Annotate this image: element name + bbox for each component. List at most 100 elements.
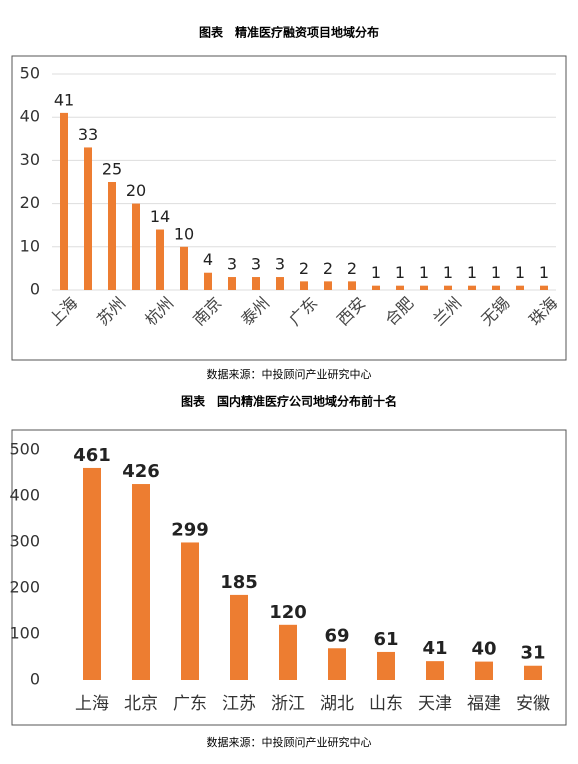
bar <box>328 648 346 680</box>
bar <box>132 203 140 290</box>
bar <box>156 229 164 290</box>
bar <box>108 182 116 290</box>
y-tick-label: 40 <box>20 107 40 126</box>
bar <box>516 285 524 290</box>
value-label: 31 <box>520 643 545 664</box>
value-label: 4 <box>203 250 213 269</box>
value-label: 2 <box>323 259 333 278</box>
value-label: 25 <box>102 160 122 179</box>
bar <box>540 285 548 290</box>
bar <box>348 281 356 290</box>
x-tick-label: 西安 <box>333 293 369 329</box>
bar <box>468 285 476 290</box>
bar <box>396 285 404 290</box>
bar <box>60 112 68 290</box>
y-tick-label: 0 <box>30 670 40 689</box>
value-label: 33 <box>78 125 98 144</box>
source-note: 数据来源：中投顾问产业研究中心 <box>207 735 372 749</box>
value-label: 10 <box>174 224 194 243</box>
x-tick-label: 珠海 <box>525 293 561 329</box>
value-label: 1 <box>395 263 405 282</box>
bar <box>276 277 284 290</box>
chart-frame <box>11 429 567 726</box>
bar <box>84 147 92 290</box>
y-tick-label: 10 <box>20 236 40 255</box>
bar <box>324 281 332 290</box>
value-label: 3 <box>227 255 237 274</box>
value-label: 41 <box>422 638 447 659</box>
y-tick-label: 300 <box>9 532 40 551</box>
x-tick-label: 杭州 <box>141 293 177 329</box>
x-tick-label: 兰州 <box>429 293 465 329</box>
value-label: 40 <box>471 639 496 660</box>
chart-title: 图表 精准医疗融资项目地域分布 <box>199 25 379 40</box>
value-label: 1 <box>443 263 453 282</box>
bar <box>132 484 150 680</box>
y-tick-label: 50 <box>20 64 40 83</box>
x-tick-label: 广东 <box>285 293 321 329</box>
bar <box>83 467 101 680</box>
x-tick-label: 福建 <box>467 694 501 714</box>
value-label: 20 <box>126 181 146 200</box>
bar <box>444 285 452 290</box>
chart-title: 图表 国内精准医疗公司地域分布前十名 <box>181 394 397 409</box>
bar <box>228 277 236 290</box>
x-tick-label: 上海 <box>75 694 109 714</box>
x-tick-label: 泰州 <box>237 293 273 329</box>
value-label: 120 <box>269 602 307 623</box>
value-label: 461 <box>73 445 111 466</box>
value-label: 2 <box>299 259 309 278</box>
bar <box>377 651 395 680</box>
y-tick-label: 100 <box>9 624 40 643</box>
bar <box>475 661 493 680</box>
value-label: 185 <box>220 572 258 593</box>
bar <box>180 246 188 290</box>
x-tick-label: 天津 <box>418 694 452 714</box>
bar <box>420 285 428 290</box>
y-tick-label: 200 <box>9 578 40 597</box>
x-tick-label: 浙江 <box>271 694 305 714</box>
x-tick-label: 山东 <box>369 694 403 714</box>
bar <box>372 285 380 290</box>
x-tick-label: 苏州 <box>93 293 129 329</box>
value-label: 41 <box>54 90 74 109</box>
y-tick-label: 20 <box>20 193 40 212</box>
value-label: 3 <box>251 255 261 274</box>
source-note: 数据来源：中投顾问产业研究中心 <box>207 367 372 381</box>
value-label: 69 <box>324 625 349 646</box>
chart-frame <box>11 55 567 361</box>
value-label: 1 <box>491 263 501 282</box>
x-tick-label: 合肥 <box>381 293 417 329</box>
bar <box>524 665 542 680</box>
value-label: 61 <box>373 629 398 650</box>
y-tick-label: 30 <box>20 150 40 169</box>
bar <box>252 277 260 290</box>
bar <box>204 272 212 290</box>
x-tick-label: 南京 <box>189 293 225 329</box>
value-label: 426 <box>122 461 160 482</box>
x-tick-label: 无锡 <box>477 293 513 329</box>
x-tick-label: 北京 <box>124 694 158 714</box>
value-label: 1 <box>539 263 549 282</box>
bar <box>426 661 444 680</box>
value-label: 14 <box>150 207 170 226</box>
y-tick-label: 400 <box>9 486 40 505</box>
bar <box>181 542 199 680</box>
bar <box>300 281 308 290</box>
bar <box>230 594 248 680</box>
y-tick-label: 500 <box>9 440 40 459</box>
x-tick-label: 安徽 <box>516 694 550 714</box>
value-label: 1 <box>371 263 381 282</box>
bar <box>492 285 500 290</box>
x-tick-label: 上海 <box>45 293 81 329</box>
bar <box>279 624 297 680</box>
value-label: 1 <box>419 263 429 282</box>
value-label: 3 <box>275 255 285 274</box>
value-label: 1 <box>515 263 525 282</box>
x-tick-label: 湖北 <box>320 694 354 714</box>
value-label: 299 <box>171 519 209 540</box>
x-tick-label: 广东 <box>173 694 207 714</box>
y-tick-label: 0 <box>30 280 40 299</box>
x-tick-label: 江苏 <box>222 694 256 714</box>
